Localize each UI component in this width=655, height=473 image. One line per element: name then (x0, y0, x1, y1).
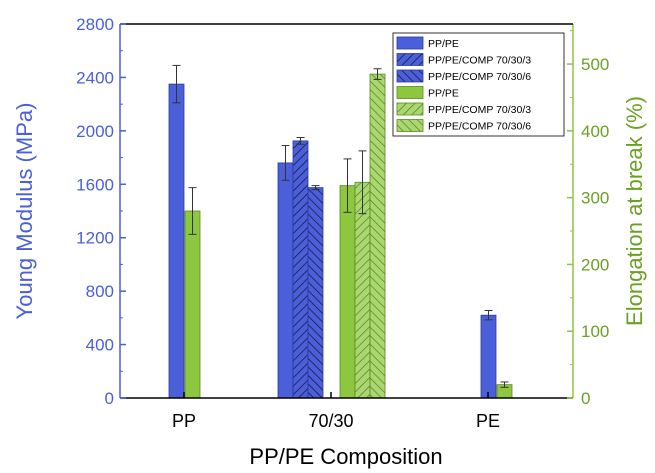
left-axis-title: Young Modulus (MPa) (12, 103, 37, 320)
right-tick-label: 500 (581, 55, 609, 74)
error-bar-5-1 (373, 68, 382, 80)
legend-swatch (396, 119, 424, 132)
right-tick-label: 300 (581, 189, 609, 208)
error-bar-0-0 (172, 64, 181, 104)
bar-elongation-4-1 (354, 181, 371, 399)
left-tick-label: 1200 (76, 229, 114, 248)
left-tick-label: 0 (105, 389, 114, 408)
right-axis-title: Elongation at break (%) (622, 96, 647, 326)
error-bars-layer (172, 64, 509, 388)
legend-swatch (396, 102, 424, 116)
right-tick-label: 200 (581, 255, 609, 274)
bar-modulus-2-1 (307, 187, 324, 399)
error-bar-3-0 (188, 187, 197, 235)
bar-elongation-3-0 (184, 210, 201, 399)
legend-label: PP/PE (428, 38, 459, 50)
bars-layer (168, 73, 513, 399)
error-bar-1-1 (296, 137, 305, 145)
right-tick-label: 0 (581, 389, 590, 408)
left-tick-label: 800 (86, 282, 114, 301)
error-bar-3-2 (500, 381, 509, 388)
left-tick-label: 2800 (76, 15, 114, 34)
legend-label: PP/PE/COMP 70/30/3 (428, 55, 531, 67)
left-tick-label: 400 (86, 336, 114, 355)
left-tick-label: 1600 (76, 175, 114, 194)
x-ticks: PP 70/30 PE (172, 392, 500, 431)
error-bar-3-1 (343, 158, 352, 213)
legend-box (392, 32, 565, 137)
bar-modulus-0-0 (168, 83, 185, 399)
legend-swatch (396, 53, 424, 66)
bar-elongation-5-1 (369, 73, 386, 399)
x-axis-title: PP/PE Composition (249, 444, 442, 469)
x-tick-label: PP (172, 411, 196, 431)
legend-swatch (396, 86, 424, 99)
bar-modulus-1-1 (292, 140, 309, 399)
legend-label: PP/PE/COMP 70/30/6 (428, 121, 531, 133)
legend-label: PP/PE/COMP 70/30/3 (428, 104, 531, 116)
left-tick-label: 2400 (76, 68, 114, 87)
error-bar-0-2 (484, 310, 493, 321)
right-tick-label: 400 (581, 122, 609, 141)
bar-modulus-0-1 (277, 162, 294, 399)
error-bar-4-1 (358, 150, 367, 215)
left-tick-label: 2000 (76, 122, 114, 141)
right-tick-label: 100 (581, 322, 609, 341)
error-bar-2-1 (311, 185, 320, 191)
x-tick-label: PE (476, 411, 500, 431)
x-tick-label: 70/30 (308, 411, 353, 431)
legend-label: PP/PE/COMP 70/30/6 (428, 71, 531, 83)
legend-swatch (396, 36, 424, 50)
right-y-ticks: 0 100 200 300 400 500 (567, 30, 609, 408)
legend: PP/PE PP/PE/COMP 70/30/3 PP/PE/COMP 70/30/… (392, 32, 565, 137)
bar-modulus-0-2 (480, 314, 497, 399)
legend-swatch (396, 69, 424, 83)
error-bar-0-1 (281, 145, 290, 181)
bar-elongation-3-1 (339, 185, 356, 399)
left-y-ticks: 0 400 800 1200 1600 2000 2400 2800 (76, 15, 126, 408)
legend-label: PP/PE (428, 88, 459, 100)
